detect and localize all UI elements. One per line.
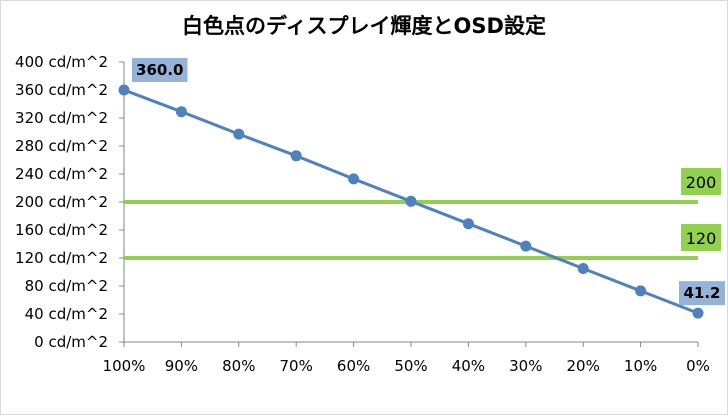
chart-title: 白色点のディスプレイ輝度とOSD設定 — [182, 14, 546, 38]
y-tick-label: 40 cd/m^2 — [25, 305, 108, 323]
data-label: 360.0 — [136, 61, 183, 79]
reference-label: 200 — [686, 173, 717, 192]
data-point — [577, 263, 589, 274]
data-point — [348, 173, 360, 185]
y-tick-label: 280 cd/m^2 — [15, 137, 108, 155]
x-tick-label: 90% — [165, 357, 198, 375]
data-label-box — [679, 281, 725, 306]
x-tick-label: 80% — [222, 357, 255, 375]
x-tick-label: 0% — [686, 357, 710, 375]
data-point — [462, 218, 474, 230]
x-tick-label: 10% — [624, 357, 657, 375]
x-tick-label: 40% — [452, 357, 485, 375]
data-point — [290, 150, 302, 162]
data-point — [692, 307, 704, 319]
y-tick-label: 240 cd/m^2 — [15, 165, 108, 183]
data-point — [635, 285, 647, 297]
y-tick-label: 120 cd/m^2 — [15, 249, 108, 267]
y-tick-label: 320 cd/m^2 — [15, 109, 108, 127]
reference-label-box — [681, 168, 721, 195]
plot-area: 0 cd/m^2 40 cd/m^2 80 cd/m^2 120 cd/m^2 160 … — [15, 53, 725, 375]
y-tick-label: 0 cd/m^2 — [34, 333, 108, 351]
y-tick-label: 200 cd/m^2 — [15, 193, 108, 211]
x-tick-label: 70% — [280, 357, 313, 375]
reference-label-box — [681, 224, 721, 251]
y-tick-label: 80 cd/m^2 — [25, 277, 108, 295]
reference-label: 120 — [686, 229, 717, 248]
data-point — [118, 84, 130, 96]
data-point — [520, 240, 532, 252]
data-point — [233, 128, 245, 140]
y-tick-label: 400 cd/m^2 — [15, 53, 108, 71]
x-tick-label: 20% — [567, 357, 600, 375]
x-tick-label: 100% — [103, 357, 146, 375]
x-tick-label: 30% — [509, 357, 542, 375]
data-label-box — [132, 58, 188, 82]
data-point — [175, 106, 187, 118]
data-point — [405, 195, 417, 207]
x-tick-label: 60% — [337, 357, 370, 375]
data-label: 41.2 — [683, 284, 720, 302]
y-tick-label: 360 cd/m^2 — [15, 81, 108, 99]
x-tick-label: 50% — [394, 357, 427, 375]
y-tick-label: 160 cd/m^2 — [15, 221, 108, 239]
